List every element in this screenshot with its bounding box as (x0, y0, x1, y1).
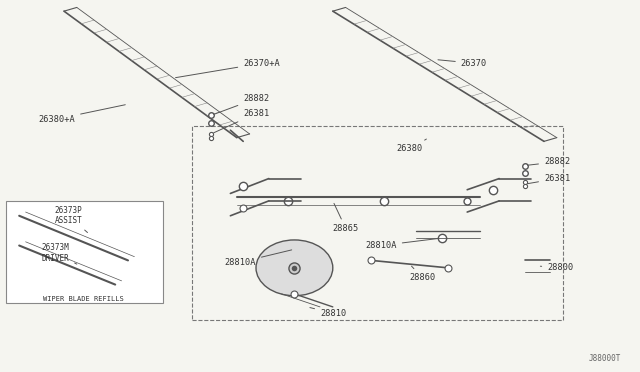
FancyBboxPatch shape (6, 201, 163, 303)
Text: 28860: 28860 (410, 266, 436, 282)
Text: 28810: 28810 (310, 308, 346, 318)
Text: 26373P
ASSIST: 26373P ASSIST (54, 206, 88, 232)
Text: 26370: 26370 (438, 59, 487, 68)
Text: J88000T: J88000T (588, 354, 621, 363)
Text: 26381: 26381 (214, 109, 269, 133)
Text: WIPER BLADE REFILLS: WIPER BLADE REFILLS (43, 296, 124, 302)
Text: 26381: 26381 (527, 174, 570, 184)
Text: 26370+A: 26370+A (175, 59, 280, 78)
Text: 28882: 28882 (527, 157, 570, 166)
Text: 28800: 28800 (540, 263, 573, 272)
Text: 28810A: 28810A (365, 238, 439, 250)
Text: 28865: 28865 (333, 203, 359, 233)
Text: 26380: 26380 (397, 139, 426, 153)
Text: 28882: 28882 (214, 94, 269, 114)
Text: 26373M
DRIVER: 26373M DRIVER (42, 243, 77, 264)
Text: 26380+A: 26380+A (38, 105, 125, 124)
Ellipse shape (256, 240, 333, 296)
Text: 28810A: 28810A (225, 250, 292, 267)
